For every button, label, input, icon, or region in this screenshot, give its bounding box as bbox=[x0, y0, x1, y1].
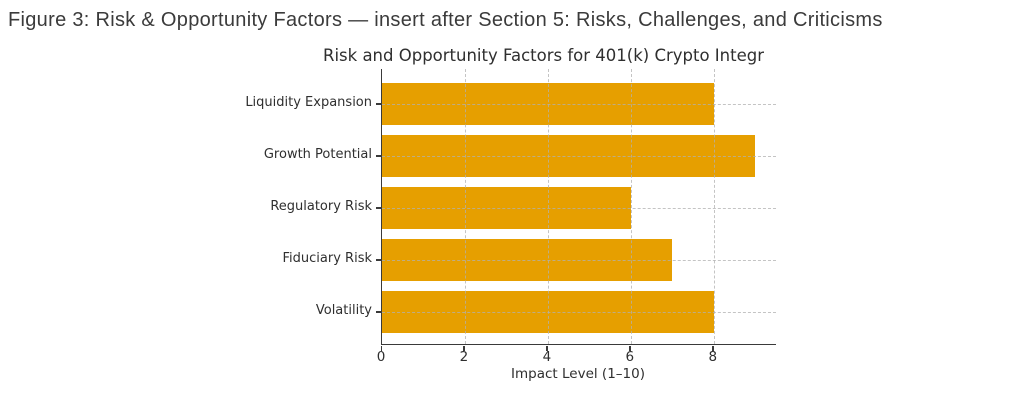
x-tick-label: 2 bbox=[459, 349, 469, 365]
y-gridline bbox=[382, 260, 776, 261]
plot-area bbox=[381, 69, 776, 345]
x-gridline bbox=[630, 69, 632, 344]
y-gridline bbox=[382, 104, 776, 105]
x-tick-label: 4 bbox=[542, 349, 552, 365]
y-gridline bbox=[382, 312, 776, 313]
x-tick-mark bbox=[629, 346, 631, 351]
y-tick-label-regulatory-risk: Regulatory Risk bbox=[270, 199, 372, 214]
x-tick-label: 6 bbox=[625, 349, 635, 365]
y-tick-label-liquidity-expansion: Liquidity Expansion bbox=[245, 95, 372, 110]
x-tick-mark bbox=[712, 346, 714, 351]
x-gridline bbox=[464, 69, 466, 344]
y-tick-mark bbox=[376, 103, 381, 105]
y-tick-mark bbox=[376, 207, 381, 209]
x-tick-label: 0 bbox=[376, 349, 386, 365]
x-tick-label: 8 bbox=[708, 349, 718, 365]
x-tick-mark bbox=[380, 346, 382, 351]
x-tick-mark bbox=[463, 346, 465, 351]
x-tick-mark bbox=[546, 346, 548, 351]
y-tick-label-volatility: Volatility bbox=[315, 303, 372, 318]
chart-title: Risk and Opportunity Factors for 401(k) … bbox=[323, 46, 764, 65]
figure-caption: Figure 3: Risk & Opportunity Factors — i… bbox=[8, 9, 883, 31]
y-tick-mark bbox=[376, 259, 381, 261]
y-gridline bbox=[382, 208, 776, 209]
y-tick-label-growth-potential: Growth Potential bbox=[263, 147, 372, 162]
x-gridline bbox=[547, 69, 549, 344]
y-tick-label-fiduciary-risk: Fiduciary Risk bbox=[282, 251, 372, 266]
y-tick-mark bbox=[376, 155, 381, 157]
x-axis-label: Impact Level (1–10) bbox=[511, 366, 645, 382]
x-gridline bbox=[713, 69, 715, 344]
y-tick-mark bbox=[376, 311, 381, 313]
y-gridline bbox=[382, 156, 776, 157]
